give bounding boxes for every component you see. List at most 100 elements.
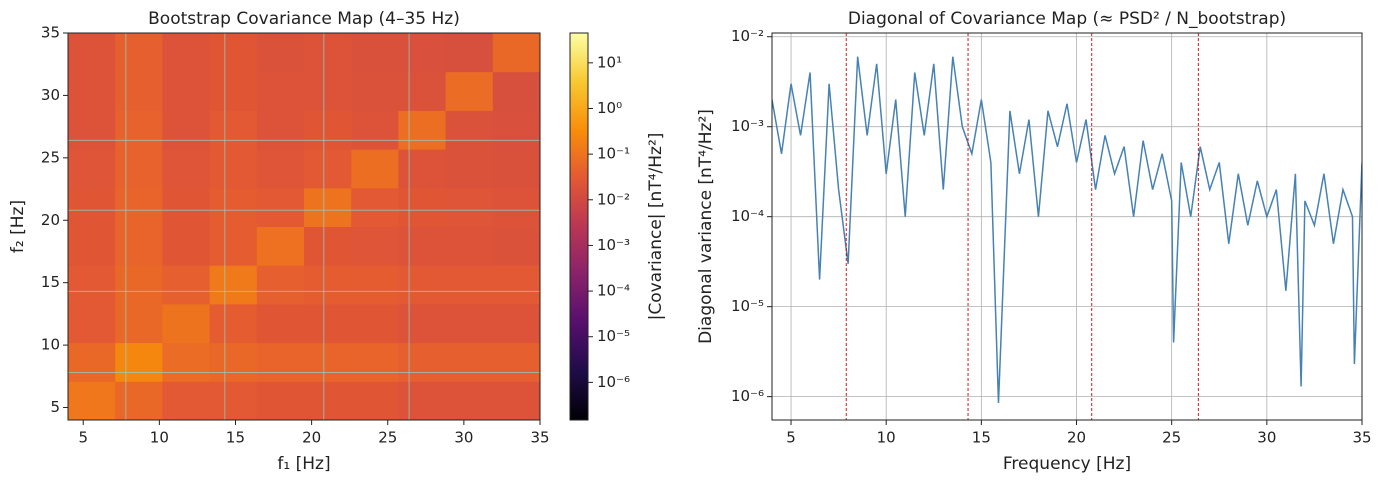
heatmap-cell (162, 342, 211, 382)
colorbar-tick-label: 10⁰ (597, 99, 622, 117)
heatmap-cell (115, 381, 163, 421)
y-tick-label: 10⁻⁶ (731, 387, 764, 405)
heatmap-cell (256, 265, 305, 305)
y-tick-label: 10⁻² (731, 27, 764, 45)
heatmap-cell (304, 33, 352, 73)
heatmap-cell (209, 226, 258, 266)
y-tick-label: 35 (41, 24, 60, 42)
colorbar-tick-label: 10⁻⁴ (597, 282, 630, 300)
y-tick-label: 20 (41, 211, 60, 229)
heatmap-cell (351, 71, 399, 111)
colorbar-tick-label: 10⁻¹ (597, 145, 630, 163)
heatmap-cell (115, 149, 163, 189)
heatmap-cell (492, 381, 541, 421)
heatmap-cell (351, 187, 399, 227)
heatmap-cell (68, 149, 116, 189)
heatmap-cell (351, 33, 399, 73)
heatmap-cell (398, 71, 447, 111)
heatmap-cell (445, 149, 494, 189)
x-tick-label: 25 (378, 429, 397, 447)
x-tick-label: 10 (150, 429, 169, 447)
heatmap-cell (256, 33, 305, 73)
heatmap-cell (115, 187, 163, 227)
heatmap-cell (398, 342, 447, 382)
y-tick-label: 10 (41, 336, 60, 354)
heatmap-cell (492, 187, 541, 227)
heatmap-cell (304, 303, 352, 344)
y-tick-label: 10⁻³ (731, 117, 764, 135)
heatmap-cell (115, 265, 163, 305)
heatmap-cell (162, 110, 211, 150)
plot-frame (67, 32, 541, 421)
heatmap-cell (209, 33, 258, 73)
heatmap-cell (209, 149, 258, 189)
heatmap-cell (445, 342, 494, 382)
heatmap-cell (115, 342, 163, 382)
colorbar-label: |Covariance| [nT⁴/Hz²] (646, 133, 666, 321)
x-tick-label: 30 (454, 429, 473, 447)
heatmap-cell (304, 71, 352, 111)
heatmap-cell (304, 381, 352, 421)
heatmap-cell (445, 303, 494, 344)
heatmap-cell (492, 342, 541, 382)
x-tick-label: 30 (1257, 429, 1276, 447)
heatmap-cell (162, 71, 211, 111)
heatmap-cell (209, 187, 258, 227)
x-tick-label: 20 (1067, 429, 1086, 447)
heatmap-cell (115, 33, 163, 73)
colorbar-tick-label: 10⁻⁶ (597, 373, 630, 391)
heatmap-cell (492, 33, 541, 73)
heatmap-cell (304, 110, 352, 150)
x-tick-label: 35 (530, 429, 549, 447)
heatmap-cell (256, 342, 305, 382)
y-tick-label: 10⁻⁵ (731, 297, 764, 315)
heatmap-cell (445, 226, 494, 266)
heatmap-cell (398, 265, 447, 305)
heatmap-cell (445, 33, 494, 73)
colorbar-tick-label: 10⁻⁵ (597, 327, 630, 345)
x-tick-label: 5 (786, 429, 796, 447)
heatmap-cell (115, 110, 163, 150)
heatmap-cell (304, 265, 352, 305)
heatmap-cell (492, 265, 541, 305)
x-tick-label: 15 (226, 429, 245, 447)
heatmap-cell (209, 265, 258, 305)
heatmap-cell (256, 226, 305, 266)
heatmap-cell (68, 265, 116, 305)
heatmap-cell (209, 303, 258, 344)
heatmap-cell (445, 110, 494, 150)
heatmap-cell (398, 226, 447, 266)
y-tick-label: 30 (41, 86, 60, 104)
plot-frame (771, 32, 1363, 421)
heatmap-cell (115, 226, 163, 266)
x-axis-label: Frequency [Hz] (1003, 454, 1131, 474)
heatmap-cell (445, 71, 494, 111)
heatmap-cell (68, 342, 116, 382)
x-tick-label: 15 (972, 429, 991, 447)
heatmap-cell (162, 33, 211, 73)
heatmap-cell (304, 187, 352, 227)
heatmap-cell (68, 226, 116, 266)
heatmap-cell (115, 303, 163, 344)
heatmap-cell (209, 110, 258, 150)
heatmap-cell (398, 303, 447, 344)
x-tick-label: 20 (302, 429, 321, 447)
heatmap-cell (351, 265, 399, 305)
heatmap-cell (162, 226, 211, 266)
chart-title: Diagonal of Covariance Map (≈ PSD² / N_b… (848, 9, 1286, 29)
heatmap-cell (115, 71, 163, 111)
heatmap-cell (68, 303, 116, 344)
y-tick-label: 10⁻⁴ (731, 207, 764, 225)
heatmap-cell (68, 110, 116, 150)
heatmap-cell (351, 149, 399, 189)
heatmap-cell (398, 110, 447, 150)
heatmap-cell (68, 381, 116, 421)
heatmap-cell (351, 110, 399, 150)
y-axis-label: Diagonal variance [nT⁴/Hz²] (696, 109, 716, 344)
heatmap-cell (351, 226, 399, 266)
heatmap-cell (304, 226, 352, 266)
heatmap-cell (304, 149, 352, 189)
x-tick-label: 35 (1352, 429, 1371, 447)
y-axis-label: f₂ [Hz] (8, 200, 28, 253)
colorbar-tick-label: 10¹ (597, 53, 622, 71)
